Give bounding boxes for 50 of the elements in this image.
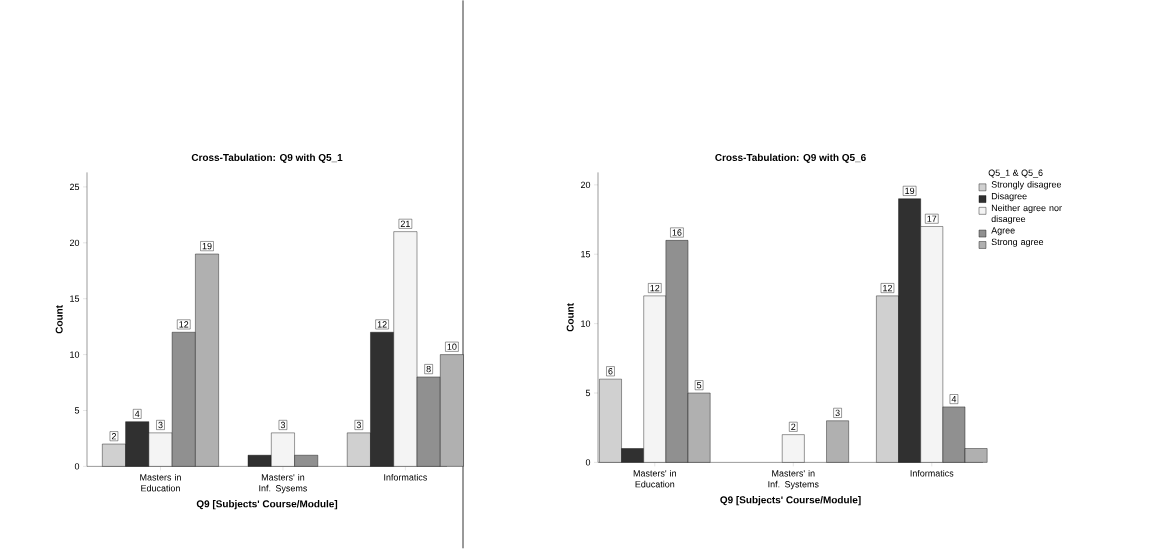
y-axis-title: Count bbox=[55, 305, 63, 334]
data-label: 19 bbox=[202, 243, 212, 250]
y-tick-label: 10 bbox=[70, 351, 80, 358]
data-label: 17 bbox=[927, 215, 937, 222]
legend-label: Neither agree nor disagree bbox=[991, 204, 1062, 224]
x-tick-label: Informatics bbox=[910, 470, 954, 477]
data-label: 10 bbox=[447, 343, 457, 351]
x-axis-title: Q9 [Subjects' Course/Module] bbox=[196, 500, 338, 510]
x-tick-label: Masters in Education bbox=[140, 474, 181, 492]
x-tick-label: Informatics bbox=[384, 474, 427, 481]
data-label: 3 bbox=[356, 421, 361, 429]
y-tick-label: 20 bbox=[580, 181, 591, 189]
y-tick-label: 5 bbox=[585, 389, 591, 397]
y-tick-label: 20 bbox=[69, 239, 80, 247]
y-tick-label: 15 bbox=[70, 295, 80, 302]
data-label: 2 bbox=[791, 423, 796, 431]
data-label: 3 bbox=[280, 421, 286, 429]
data-label: 6 bbox=[608, 368, 613, 375]
x-tick-label: Masters' in Inf. Sysems bbox=[259, 474, 308, 494]
legend-label: Strongly disagree bbox=[991, 181, 1062, 190]
y-tick-label: 15 bbox=[581, 251, 591, 258]
x-tick-label: Masters' in Inf. Systems bbox=[768, 470, 819, 490]
legend-label: Strong agree bbox=[991, 238, 1044, 247]
data-label: 2 bbox=[111, 433, 116, 440]
chart-title: Cross-Tabulation: Q9 with Q5_1 bbox=[191, 153, 343, 163]
y-tick-label: 10 bbox=[581, 320, 591, 327]
y-tick-label: 25 bbox=[69, 183, 80, 191]
data-label: 5 bbox=[696, 382, 702, 389]
legend-label: Agree bbox=[991, 227, 1015, 236]
data-label: 12 bbox=[377, 321, 387, 328]
data-label: 12 bbox=[650, 285, 660, 292]
data-label: 12 bbox=[179, 321, 189, 328]
data-label: 21 bbox=[400, 220, 410, 228]
data-label: 4 bbox=[134, 410, 140, 418]
legend-title: Q5_1 & Q5_6 bbox=[988, 169, 1043, 178]
data-label: 19 bbox=[905, 187, 915, 195]
y-axis-title: Count bbox=[566, 303, 574, 332]
y-tick-label: 5 bbox=[74, 407, 80, 414]
y-tick-label: 0 bbox=[585, 459, 591, 466]
legend-label: Disagree bbox=[991, 192, 1027, 202]
y-tick-label: 0 bbox=[74, 463, 80, 470]
data-label: 12 bbox=[883, 285, 892, 292]
chart-title: Cross-Tabulation: Q9 with Q5_6 bbox=[715, 153, 866, 163]
data-label: 16 bbox=[672, 229, 682, 236]
data-label: 4 bbox=[951, 396, 957, 403]
data-label: 3 bbox=[835, 409, 840, 417]
x-axis-title: Q9 [Subjects' Course/Module] bbox=[720, 496, 861, 506]
x-tick-label: Masters' in Education bbox=[633, 470, 676, 488]
data-label: 3 bbox=[158, 421, 163, 429]
data-label: 8 bbox=[426, 366, 431, 373]
